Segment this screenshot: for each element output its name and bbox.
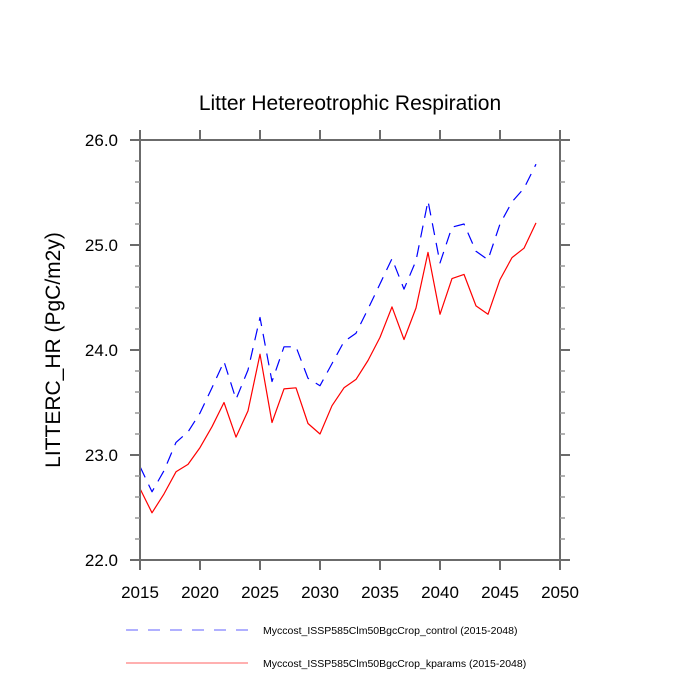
y-tick-label: 24.0 [85, 341, 118, 360]
legend: Myccost_ISSP585Clm50BgcCrop_control (201… [126, 625, 526, 670]
y-tick-label: 22.0 [85, 551, 118, 570]
x-tick-label: 2025 [241, 583, 279, 602]
x-tick-label: 2045 [481, 583, 519, 602]
legend-label: Myccost_ISSP585Clm50BgcCrop_kparams (201… [263, 658, 526, 670]
legend-label: Myccost_ISSP585Clm50BgcCrop_control (201… [263, 625, 517, 637]
y-tick-label: 26.0 [85, 131, 118, 150]
x-tick-label: 2035 [361, 583, 399, 602]
x-tick-label: 2020 [181, 583, 219, 602]
series-group [139, 163, 537, 514]
x-tick-label: 2015 [121, 583, 159, 602]
series-line-kparams [139, 222, 537, 514]
y-tick-label: 23.0 [85, 446, 118, 465]
chart-title: Litter Hetereotrophic Respiration [199, 92, 501, 115]
y-tick-labels: 22.0 23.0 24.0 25.0 26.0 [85, 131, 118, 570]
y-axis-label: LITTERC_HR (PgC/m2y) [42, 232, 65, 468]
axes [130, 130, 570, 570]
x-tick-label: 2050 [541, 583, 579, 602]
x-tick-label: 2040 [421, 583, 459, 602]
series-line-control [139, 163, 537, 493]
x-tick-labels: 2015 2020 2025 2030 2035 2040 2045 2050 [121, 583, 579, 602]
x-tick-label: 2030 [301, 583, 339, 602]
y-tick-label: 25.0 [85, 236, 118, 255]
